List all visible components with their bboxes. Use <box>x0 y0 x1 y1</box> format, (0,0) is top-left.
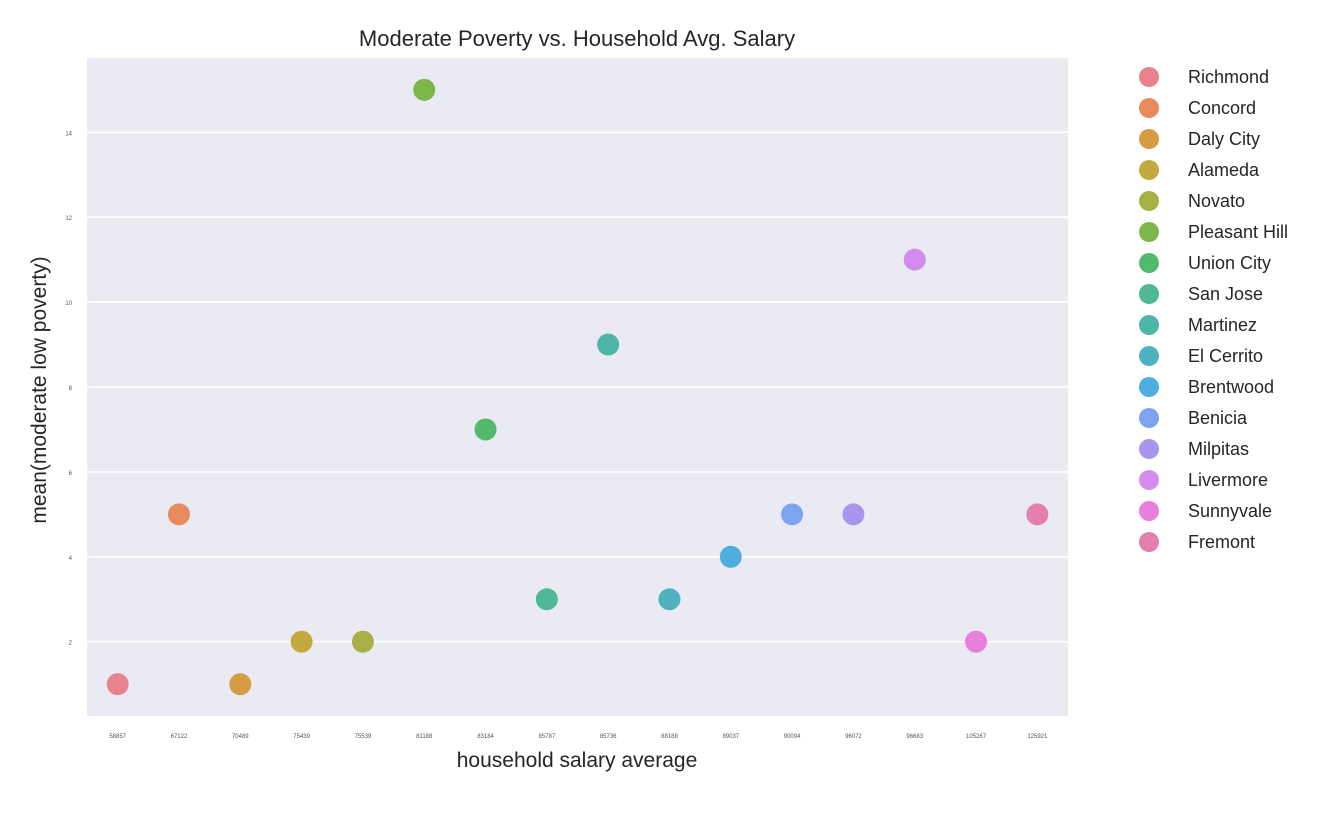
legend-marker <box>1139 532 1159 552</box>
data-point <box>597 333 620 356</box>
data-point <box>658 588 681 611</box>
legend-marker <box>1139 439 1159 459</box>
x-tick-label: 85736 <box>600 734 617 740</box>
legend-label: Livermore <box>1188 470 1268 490</box>
x-tick-label: 67122 <box>171 734 188 740</box>
legend-label: Richmond <box>1188 67 1269 87</box>
data-point <box>229 673 252 696</box>
legend-label: Brentwood <box>1188 377 1274 397</box>
y-tick-labels: 2 4 6 8 10 12 14 <box>65 131 72 646</box>
legend-marker <box>1139 501 1159 521</box>
y-tick-label: 12 <box>65 216 72 222</box>
x-tick-label: 96072 <box>845 734 862 740</box>
data-point <box>965 630 988 653</box>
y-tick-label: 8 <box>69 386 73 392</box>
legend-label: Concord <box>1188 98 1256 118</box>
grid-lines <box>87 131 1068 643</box>
data-points <box>106 78 1049 696</box>
data-point <box>1026 503 1049 526</box>
legend-label: Benicia <box>1188 408 1248 428</box>
legend-marker <box>1139 253 1159 273</box>
legend-marker <box>1139 129 1159 149</box>
legend-label: Alameda <box>1188 160 1260 180</box>
data-point <box>106 673 129 696</box>
x-tick-label: 70489 <box>232 734 249 740</box>
x-tick-label: 89037 <box>722 734 739 740</box>
legend-marker <box>1139 67 1159 87</box>
x-tick-label: 75539 <box>355 734 372 740</box>
x-tick-labels: 58857 67122 70489 75439 75539 81188 83184 85787… <box>109 734 1048 740</box>
data-point <box>351 630 374 653</box>
data-point <box>535 588 558 611</box>
legend-marker <box>1139 315 1159 335</box>
data-point <box>781 503 804 526</box>
legend-marker <box>1139 408 1159 428</box>
legend-marker <box>1139 284 1159 304</box>
x-tick-label: 58857 <box>109 734 126 740</box>
x-axis-label: household salary average <box>457 749 698 772</box>
legend-label: Martinez <box>1188 315 1257 335</box>
legend-label: Sunnyvale <box>1188 501 1272 521</box>
legend-label: Novato <box>1188 191 1245 211</box>
legend-marker <box>1139 377 1159 397</box>
chart-title: Moderate Poverty vs. Household Avg. Sala… <box>359 26 795 51</box>
legend-label: Union City <box>1188 253 1271 273</box>
legend-marker <box>1139 222 1159 242</box>
x-tick-label: 85787 <box>539 734 556 740</box>
y-tick-label: 14 <box>65 131 72 137</box>
data-point <box>474 418 497 441</box>
legend-marker <box>1139 160 1159 180</box>
legend-label: Milpitas <box>1188 439 1249 459</box>
x-tick-label: 125921 <box>1027 734 1048 740</box>
x-tick-label: 83184 <box>477 734 494 740</box>
x-tick-label: 105267 <box>966 734 987 740</box>
legend-marker <box>1139 191 1159 211</box>
data-point <box>167 503 190 526</box>
data-point <box>903 248 926 271</box>
x-tick-label: 96683 <box>906 734 923 740</box>
legend-label: Fremont <box>1188 532 1255 552</box>
legend: Richmond Concord Daly City Alameda Novato Ple… <box>1139 67 1288 552</box>
legend-label: El Cerrito <box>1188 346 1263 366</box>
x-tick-label: 90094 <box>784 734 801 740</box>
y-tick-label: 10 <box>65 301 72 307</box>
data-point <box>842 503 865 526</box>
legend-marker <box>1139 470 1159 490</box>
data-point <box>719 545 742 568</box>
legend-label: Pleasant Hill <box>1188 222 1288 242</box>
y-tick-label: 4 <box>69 556 73 562</box>
data-point <box>413 78 436 101</box>
x-tick-label: 75439 <box>293 734 310 740</box>
legend-marker <box>1139 98 1159 118</box>
legend-label: Daly City <box>1188 129 1260 149</box>
x-tick-label: 81188 <box>416 734 433 740</box>
data-point <box>290 630 313 653</box>
legend-marker <box>1139 346 1159 366</box>
x-tick-label: 88188 <box>661 734 678 740</box>
legend-label: San Jose <box>1188 284 1263 304</box>
y-axis-label: mean(moderate low poverty) <box>28 256 51 523</box>
y-tick-label: 6 <box>69 471 73 477</box>
y-tick-label: 2 <box>69 641 73 647</box>
